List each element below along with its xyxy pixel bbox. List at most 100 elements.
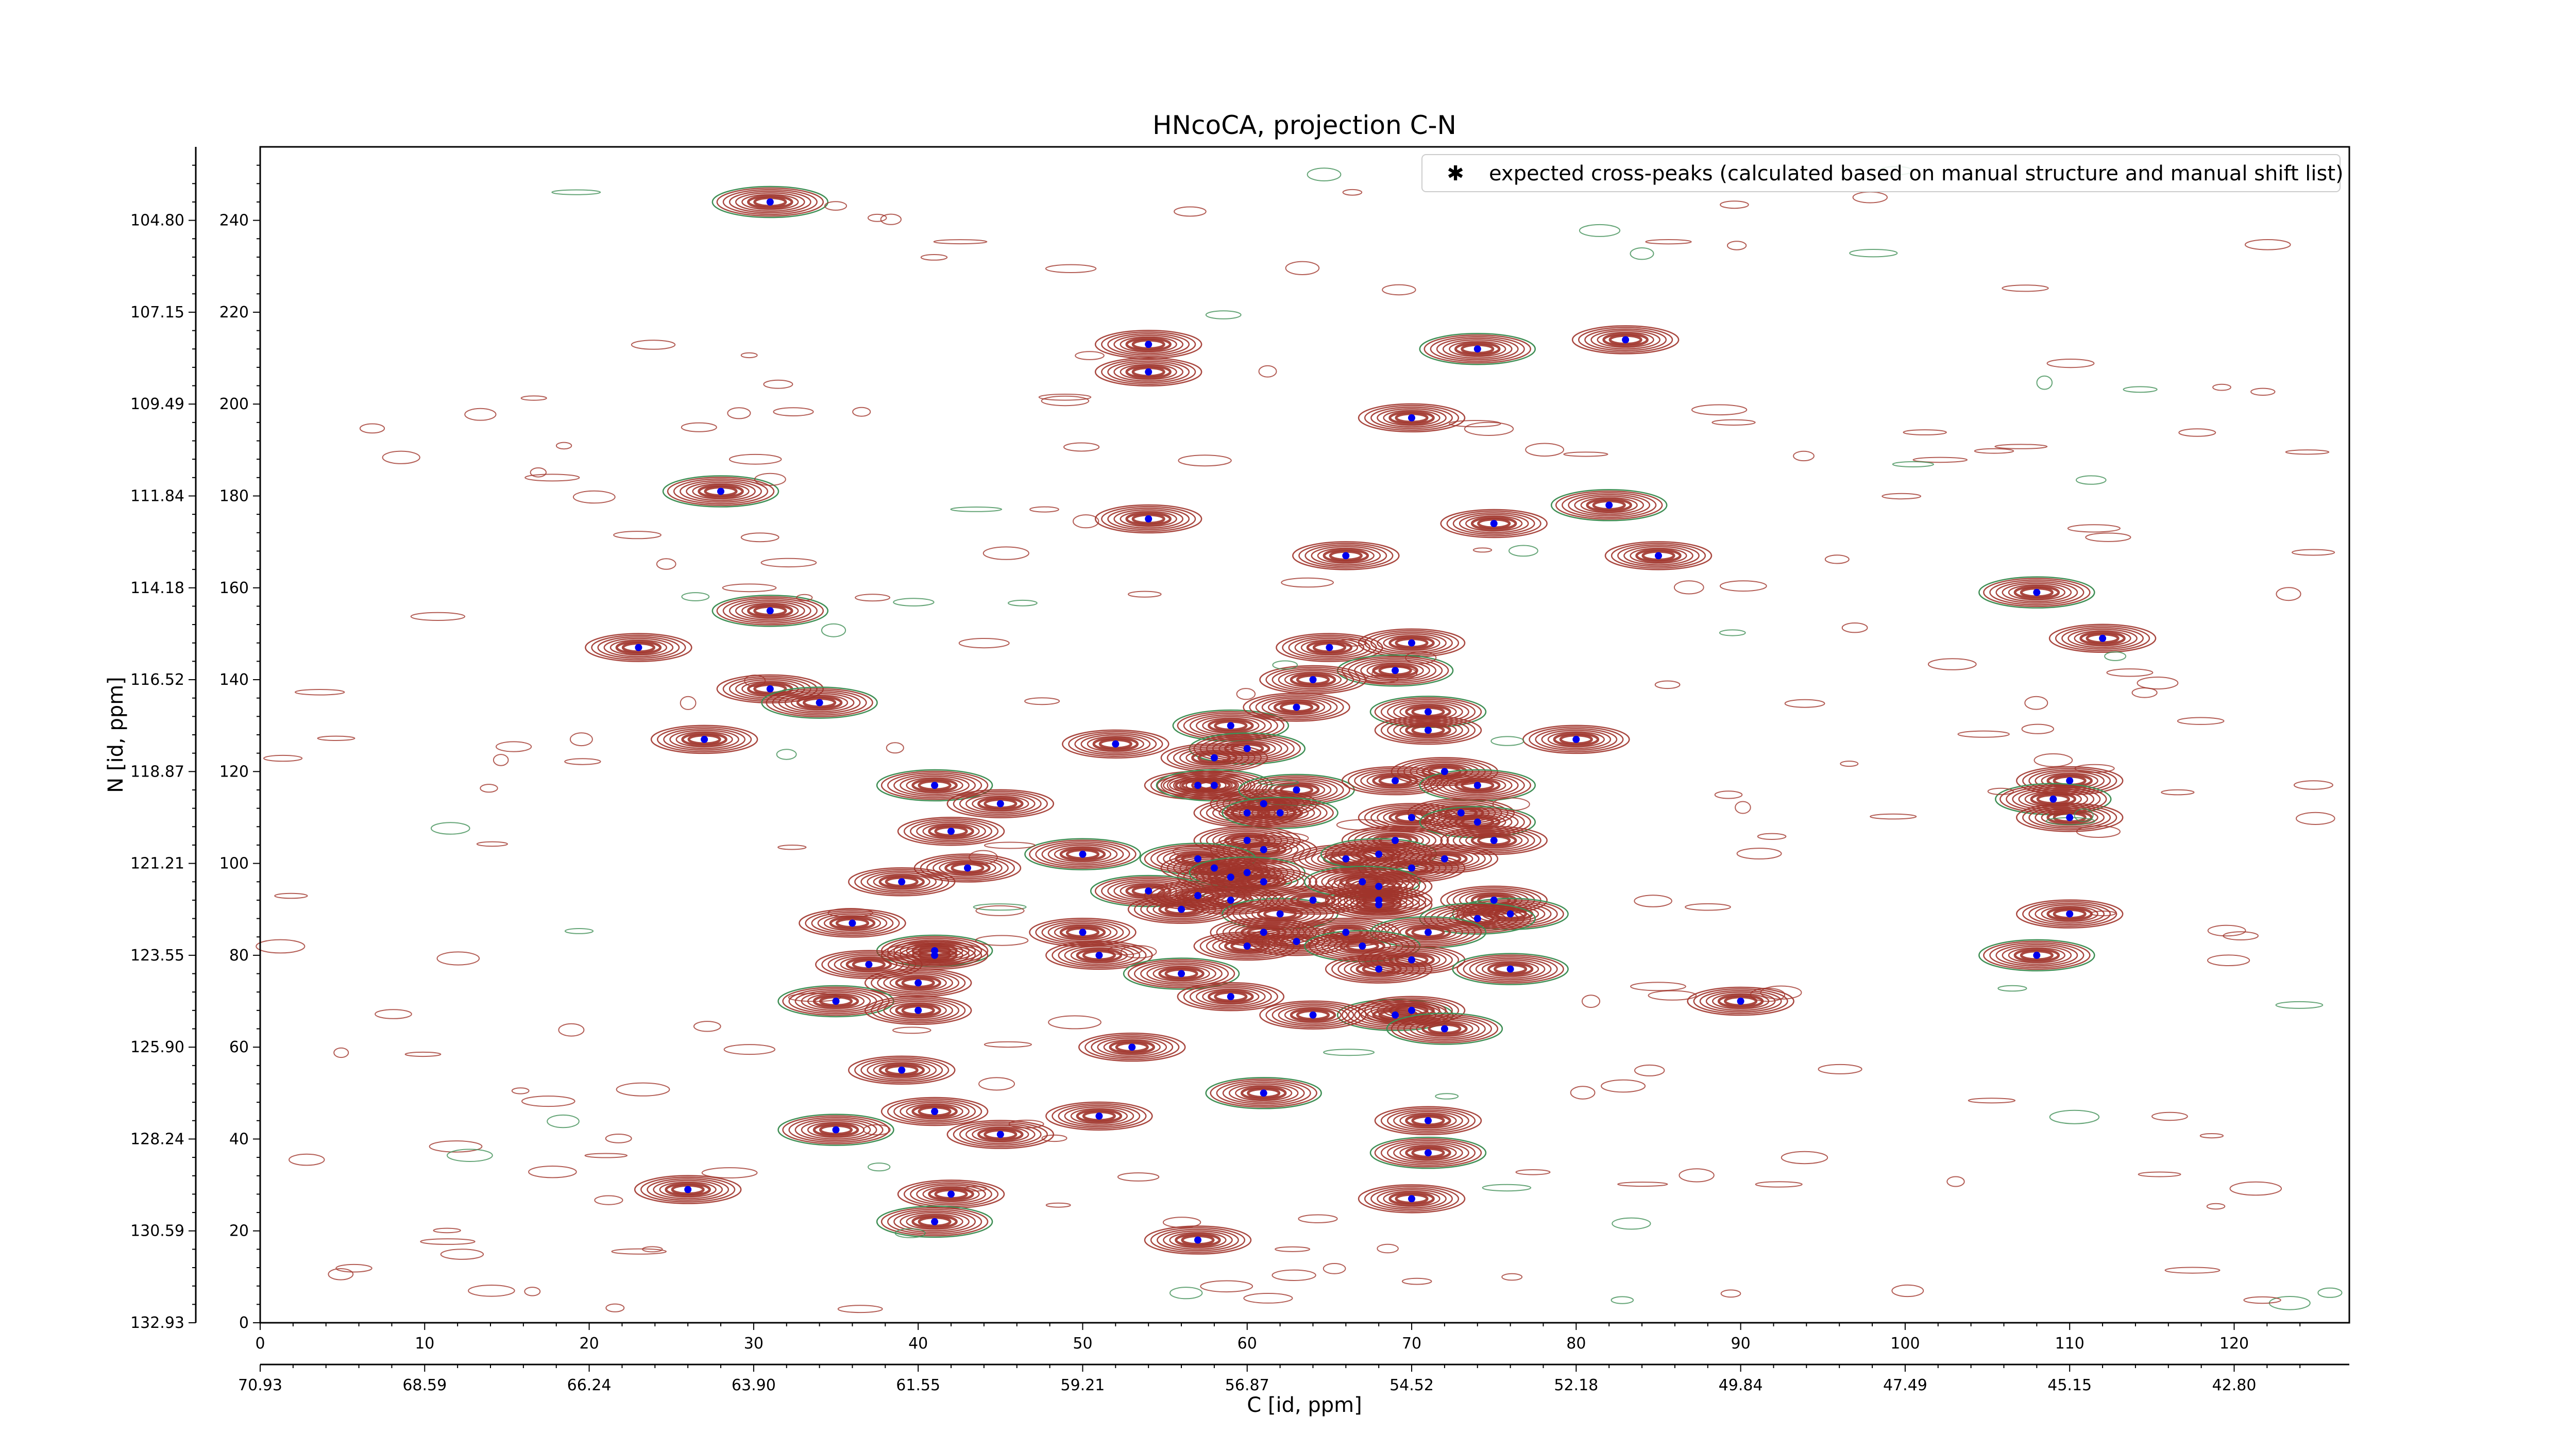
contour-level bbox=[722, 189, 818, 215]
noise-contour bbox=[256, 939, 306, 954]
contour-level bbox=[1298, 543, 1394, 569]
noise-contour bbox=[1382, 284, 1416, 296]
contour-level bbox=[2046, 773, 2093, 788]
contour-level bbox=[1459, 831, 1529, 850]
contour-level bbox=[801, 1120, 871, 1140]
contour-level bbox=[1411, 1147, 1445, 1158]
peak-contour bbox=[848, 1055, 956, 1085]
noise-contour bbox=[1611, 1296, 1634, 1304]
contour-level bbox=[1312, 642, 1346, 653]
peak-contour bbox=[1292, 541, 1400, 570]
expected-cross-peak bbox=[1425, 1149, 1432, 1157]
contour-level bbox=[1076, 948, 1123, 963]
contour-level bbox=[1611, 543, 1706, 569]
contour-level bbox=[1052, 1103, 1147, 1130]
contour-level bbox=[1107, 333, 1190, 356]
noise-contour bbox=[564, 928, 594, 934]
expected-cross-peak bbox=[1095, 951, 1103, 959]
noise-contour bbox=[773, 407, 814, 416]
contour-level bbox=[603, 637, 674, 658]
noise-contour bbox=[464, 408, 497, 421]
peak-contour bbox=[1978, 576, 2095, 609]
expected-cross-peak bbox=[1342, 929, 1350, 936]
noise-contour bbox=[2048, 808, 2064, 816]
expected-cross-peak bbox=[1490, 520, 1498, 527]
chart-title: HNcoCA, projection C-N bbox=[1153, 110, 1456, 140]
contour-level bbox=[1059, 925, 1106, 940]
contour-level bbox=[1470, 833, 1517, 848]
contour-level bbox=[1146, 964, 1216, 984]
x-ppm-axis-ticks: 70.93 68.59 66.24 63.90 61.55 59.21 56.87 54.52… bbox=[238, 1364, 2301, 1394]
noise-contour bbox=[2250, 387, 2276, 396]
noise-contour bbox=[760, 558, 817, 568]
noise-contour bbox=[886, 742, 904, 754]
contour-level bbox=[2074, 630, 2131, 647]
expected-cross-peak bbox=[1392, 1011, 1399, 1019]
noise-contour bbox=[382, 450, 420, 464]
expected-cross-peak bbox=[2049, 795, 2057, 803]
contour-level bbox=[1387, 1141, 1469, 1165]
noise-contour bbox=[1170, 1287, 1203, 1300]
expected-cross-peak bbox=[931, 1108, 939, 1115]
contour-level bbox=[1131, 339, 1165, 350]
noise-contour bbox=[1008, 1119, 1044, 1128]
contour-level bbox=[692, 483, 750, 500]
contour-level bbox=[634, 1175, 742, 1204]
contour-level bbox=[728, 191, 811, 213]
noise-contour bbox=[1377, 1243, 1399, 1254]
noise-contour bbox=[2206, 1203, 2226, 1210]
noise-contour bbox=[1464, 422, 1514, 436]
contour-level bbox=[1107, 508, 1190, 530]
expected-cross-peak bbox=[1194, 855, 1201, 863]
contour-level bbox=[1989, 579, 2084, 605]
contour-level bbox=[667, 477, 775, 506]
contour-level bbox=[1592, 499, 1626, 511]
contour-level bbox=[2020, 587, 2054, 598]
noise-contour bbox=[2123, 386, 2158, 393]
noise-contour bbox=[404, 1051, 442, 1057]
contour-level bbox=[1249, 694, 1344, 720]
legend-label: expected cross-peaks (calculated based o… bbox=[1489, 162, 2344, 186]
noise-contour bbox=[1720, 200, 1749, 209]
contour-level bbox=[1393, 922, 1463, 942]
noise-contour bbox=[1205, 310, 1242, 319]
noise-contour bbox=[1472, 547, 1493, 553]
contour-level bbox=[1278, 1005, 1348, 1025]
noise-contour bbox=[317, 735, 355, 742]
expected-cross-peak bbox=[1309, 1011, 1317, 1019]
contour-level bbox=[716, 596, 824, 626]
contour-level bbox=[805, 910, 900, 936]
peak-contour bbox=[946, 1120, 1055, 1149]
contour-level bbox=[647, 1178, 730, 1201]
noise-contour bbox=[547, 1114, 580, 1128]
peak-contour bbox=[1358, 403, 1466, 433]
contour-level bbox=[900, 776, 970, 795]
expected-cross-peak bbox=[1490, 896, 1498, 904]
noise-contour bbox=[2074, 808, 2094, 822]
contour-level bbox=[1380, 717, 1476, 744]
contour-level bbox=[1481, 961, 1539, 978]
contour-level bbox=[1463, 956, 1558, 982]
contour-level bbox=[893, 774, 976, 797]
noise-contour bbox=[1719, 580, 1767, 592]
expected-cross-peak bbox=[766, 607, 774, 615]
contour-level bbox=[811, 912, 894, 935]
contour-level bbox=[1214, 720, 1248, 731]
contour-level bbox=[893, 1210, 976, 1233]
expected-cross-peak bbox=[1408, 1006, 1415, 1014]
contour-level bbox=[1494, 964, 1528, 975]
noise-contour bbox=[1117, 1172, 1160, 1182]
noise-contour bbox=[1041, 1134, 1067, 1142]
contour-level bbox=[1230, 940, 1264, 952]
contour-level bbox=[1243, 693, 1350, 722]
expected-cross-peak bbox=[1737, 998, 1744, 1005]
contour-level bbox=[1430, 772, 1525, 799]
peak-contour bbox=[880, 940, 989, 970]
noise-contour bbox=[1630, 982, 1686, 991]
noise-contour bbox=[520, 395, 547, 401]
y-tick-label: 80 bbox=[229, 947, 249, 965]
contour-level bbox=[1191, 750, 1238, 765]
contour-level bbox=[687, 734, 721, 745]
contour-level bbox=[2022, 804, 2117, 831]
contour-level bbox=[1370, 406, 1453, 429]
